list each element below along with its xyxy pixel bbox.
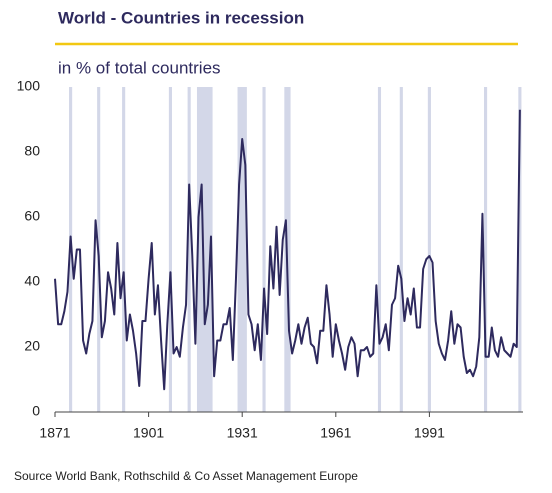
shaded-period [168,87,172,412]
x-tick-label: 1901 [133,425,164,441]
y-tick-label: 0 [32,403,40,419]
shaded-period [518,87,522,412]
data-line [54,109,521,391]
shaded-period [484,87,488,412]
y-tick-label: 60 [24,208,40,224]
shaded-period [187,87,191,412]
shaded-period [399,87,403,412]
y-tick-label: 20 [24,338,40,354]
x-tick-label: 1931 [227,425,258,441]
shaded-period [196,87,213,412]
shaded-period [377,87,382,412]
y-tick-label: 100 [17,78,41,94]
chart-subtitle: in % of total countries [58,58,221,77]
x-tick-label: 1991 [414,425,445,441]
x-tick-label: 1961 [320,425,351,441]
source-note: Source World Bank, Rothschild & Co Asset… [14,469,358,483]
shaded-period [262,87,266,412]
x-tick-label: 1871 [39,425,70,441]
chart-title: World - Countries in recession [58,8,304,27]
y-tick-label: 40 [24,273,40,289]
y-tick-label: 80 [24,143,40,159]
shaded-period [122,87,126,412]
shaded-period [237,87,247,412]
shaded-period [427,87,431,412]
